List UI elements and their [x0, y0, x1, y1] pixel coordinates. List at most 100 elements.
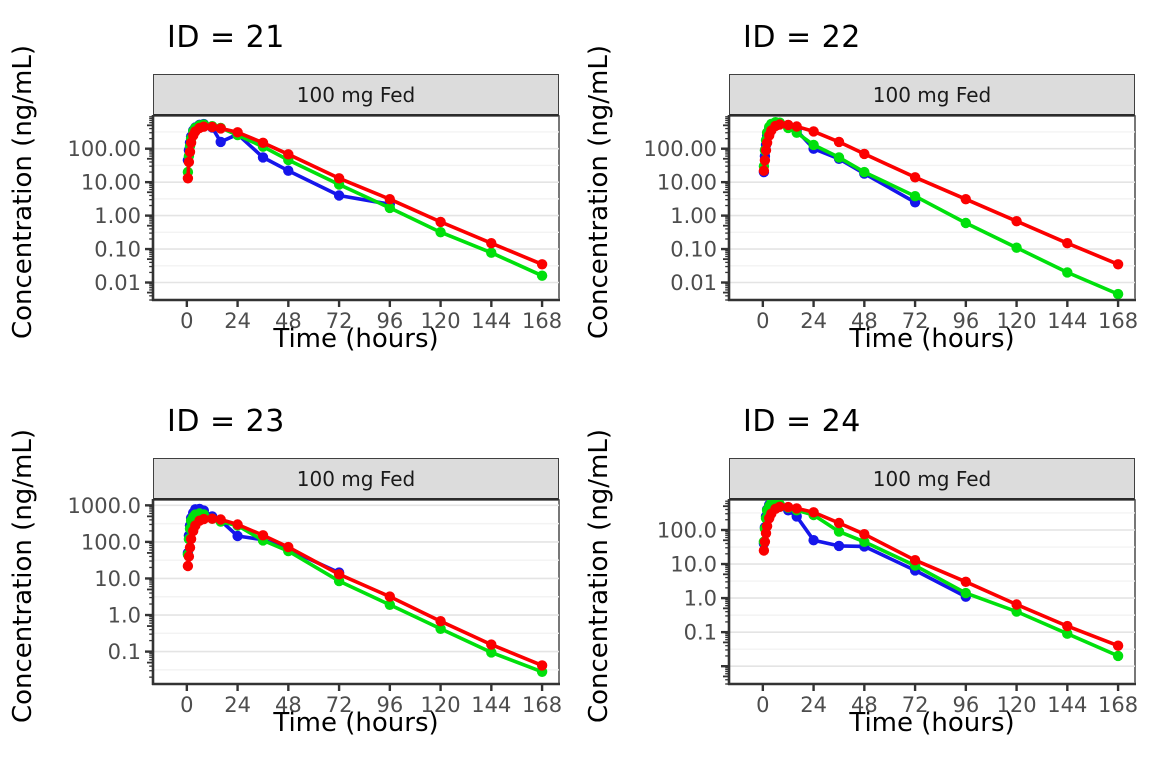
facet-title: ID = 22	[743, 20, 861, 55]
data-point-red	[215, 123, 226, 134]
data-point-red	[333, 173, 345, 184]
y-tick-label: 0.10	[94, 238, 141, 262]
data-point-green	[536, 270, 548, 281]
data-point-green	[808, 139, 819, 151]
plot-panel-id22: 100.00 10.00 1.00 0.10 0.01 0 24 48 72 96 120 144 16…	[644, 115, 1138, 333]
x-tick-label: 48	[275, 309, 302, 333]
data-point-red	[184, 542, 196, 553]
data-point-red	[909, 172, 921, 183]
data-point-green	[486, 647, 497, 658]
y-tick-label: 10.00	[81, 171, 141, 195]
facet-title: ID = 23	[167, 404, 285, 439]
data-point-red	[791, 121, 802, 132]
data-point-green	[1011, 242, 1022, 253]
data-point-red	[774, 501, 785, 512]
data-point-blue	[283, 165, 294, 176]
x-tick-label: 48	[275, 693, 302, 717]
strip-label: 100 mg Fed	[296, 82, 416, 107]
data-point-red	[215, 514, 226, 525]
x-tick-label: 168	[522, 693, 562, 717]
data-point-green	[435, 227, 446, 238]
x-tick-label: 168	[522, 309, 562, 333]
facet-strip: 100 mg Fed	[153, 458, 559, 500]
data-point-green	[1112, 288, 1124, 300]
data-point-red	[232, 127, 243, 138]
y-tick-label: 0.10	[670, 238, 717, 262]
facet-title: ID = 21	[167, 20, 285, 55]
y-tick-label: 100.0	[657, 518, 717, 542]
x-tick-label: 24	[224, 309, 251, 333]
data-point-red	[486, 238, 497, 249]
data-point-green	[833, 152, 845, 163]
data-point-red	[198, 121, 209, 132]
data-point-red	[859, 529, 870, 540]
y-tick-label: 1.0	[684, 587, 717, 611]
data-point-blue	[333, 190, 345, 201]
data-point-red	[333, 569, 345, 580]
y-tick-label: 0.01	[94, 271, 141, 295]
x-tick-label: 168	[1098, 693, 1138, 717]
x-tick-label: 96	[952, 693, 979, 717]
data-point-red	[759, 155, 771, 166]
x-axis-title: Time (hours)	[849, 324, 1015, 354]
data-point-green	[960, 217, 971, 229]
data-point-red	[198, 513, 209, 525]
data-point-green	[909, 191, 921, 202]
data-point-green	[384, 599, 395, 610]
data-point-red	[808, 126, 819, 137]
x-tick-label: 144	[471, 309, 511, 333]
y-tick-label: 1000.0	[68, 494, 141, 518]
data-point-green	[833, 526, 845, 537]
x-axis-title: Time (hours)	[273, 708, 439, 738]
data-point-red	[1011, 599, 1022, 610]
facet-cell-id23: Concentration (ng/mL) 1000.0 100.0 10.0 1.0…	[0, 384, 576, 768]
x-tick-label: 144	[471, 693, 511, 717]
facet-strip: 100 mg Fed	[153, 74, 559, 116]
data-point-blue	[232, 530, 243, 542]
facet-strip: 100 mg Fed	[729, 74, 1135, 116]
x-axis-title: Time (hours)	[849, 708, 1015, 738]
data-point-red	[435, 216, 446, 228]
data-point-red	[257, 530, 269, 541]
y-tick-label: 10.00	[657, 171, 717, 195]
data-point-red	[536, 259, 548, 270]
x-tick-label: 120	[421, 309, 461, 333]
x-tick-label: 96	[376, 693, 403, 717]
x-axis-title: Time (hours)	[273, 324, 439, 354]
data-point-red	[384, 194, 395, 205]
data-point-red	[283, 149, 294, 160]
data-point-red	[759, 536, 771, 547]
y-tick-label: 0.1	[684, 621, 717, 645]
data-point-red	[1112, 640, 1124, 651]
data-point-red	[808, 507, 819, 518]
data-point-green	[1062, 628, 1073, 639]
data-point-red	[791, 503, 802, 514]
data-point-red	[384, 591, 395, 602]
y-tick-label: 100.00	[68, 137, 141, 161]
x-tick-label: 72	[326, 693, 353, 717]
x-tick-label: 120	[997, 309, 1037, 333]
data-point-red	[184, 146, 196, 158]
data-point-red	[1011, 216, 1022, 227]
plot-panel-id23: 1000.0 100.0 10.0 1.0 0.1 0 24 48 72 96 120 144 168	[68, 494, 563, 717]
y-tick-label: 1.0	[108, 604, 141, 628]
y-tick-label: 100.0	[81, 530, 141, 554]
x-tick-label: 168	[1098, 309, 1138, 333]
y-tick-label: 10.0	[670, 553, 717, 577]
data-point-red	[1062, 620, 1073, 632]
x-tick-label: 0	[180, 309, 193, 333]
data-point-green	[384, 202, 395, 214]
x-tick-label: 120	[997, 693, 1037, 717]
data-point-red	[536, 660, 548, 671]
data-point-red	[761, 520, 773, 532]
y-tick-label: 10.0	[94, 567, 141, 591]
facet-cell-id24: Concentration (ng/mL) 100.0 10.0 1.0 0.1 0 24…	[576, 384, 1152, 768]
x-tick-label: 0	[756, 693, 769, 717]
y-tick-label: 1.00	[94, 204, 141, 228]
panel-background	[728, 499, 1136, 685]
data-point-blue	[215, 136, 226, 148]
data-point-red	[758, 545, 770, 556]
data-point-red	[207, 121, 218, 133]
data-point-red	[783, 119, 794, 131]
